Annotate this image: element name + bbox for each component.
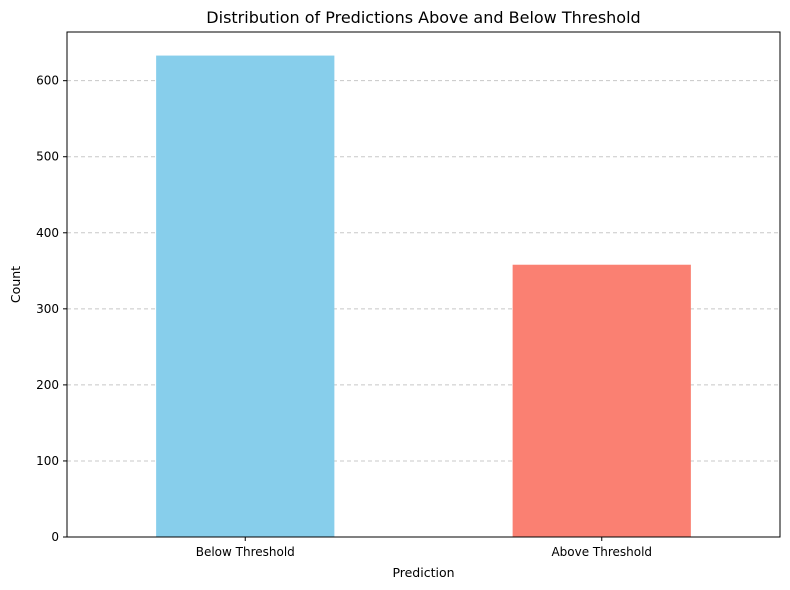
y-tick-label: 200 — [36, 378, 59, 392]
bar-below-threshold — [156, 55, 335, 537]
bar-above-threshold — [512, 264, 691, 537]
y-axis-ticks: 0 100 200 300 400 500 600 — [36, 74, 67, 544]
bars — [156, 55, 691, 537]
y-axis-label: Count — [8, 266, 23, 303]
y-tick-label: 600 — [36, 74, 59, 88]
x-tick-label: Below Threshold — [196, 545, 295, 559]
y-tick-label: 300 — [36, 302, 59, 316]
y-tick-label: 100 — [36, 454, 59, 468]
y-tick-label: 0 — [51, 530, 59, 544]
chart-title: Distribution of Predictions Above and Be… — [206, 8, 640, 27]
x-axis-ticks: Below Threshold Above Threshold — [196, 537, 652, 559]
x-tick-label: Above Threshold — [551, 545, 652, 559]
y-tick-label: 400 — [36, 226, 59, 240]
plot-frame — [66, 31, 781, 538]
y-tick-label: 500 — [36, 150, 59, 164]
x-axis-label: Prediction — [392, 565, 454, 580]
